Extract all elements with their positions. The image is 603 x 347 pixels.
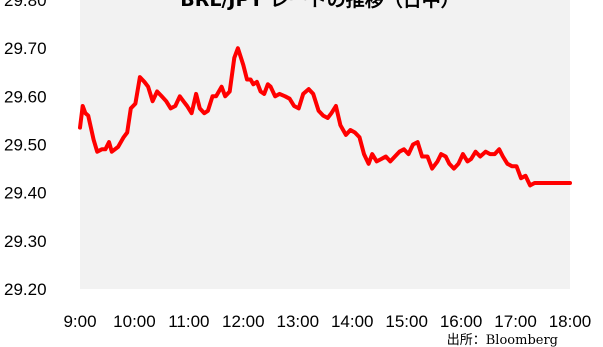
x-tick-label: 10:00 [113,312,156,331]
x-tick-label: 17:00 [494,312,537,331]
y-tick-label: 29.50 [4,136,47,155]
x-tick-label: 15:00 [385,312,428,331]
y-tick-label: 29.20 [4,280,47,299]
y-tick-label: 29.60 [4,87,47,106]
chart-title: BRL/JPY レートの推移（日中） [180,0,460,11]
x-tick-label: 16:00 [440,312,483,331]
source-note: 出所：Bloomberg [447,333,558,347]
series-line [78,46,572,188]
y-tick-label: 29.30 [4,232,47,251]
plot-area [80,0,570,289]
x-tick-label: 13:00 [277,312,320,331]
y-tick-label: 29.70 [4,39,47,58]
x-tick-label: 14:00 [331,312,374,331]
x-tick-label: 18:00 [549,312,592,331]
x-tick-label: 12:00 [222,312,265,331]
y-axis: 29.20 29.30 29.40 29.50 29.60 29.70 29.80 [4,0,47,299]
x-tick-label: 11:00 [168,312,209,331]
y-tick-label: 29.40 [4,184,47,203]
y-tick-label: 29.80 [4,0,47,10]
x-tick-label: 9:00 [63,312,96,331]
x-axis: 9:00 10:00 11:00 12:00 13:00 14:00 15:00 16:00 1… [63,312,591,331]
